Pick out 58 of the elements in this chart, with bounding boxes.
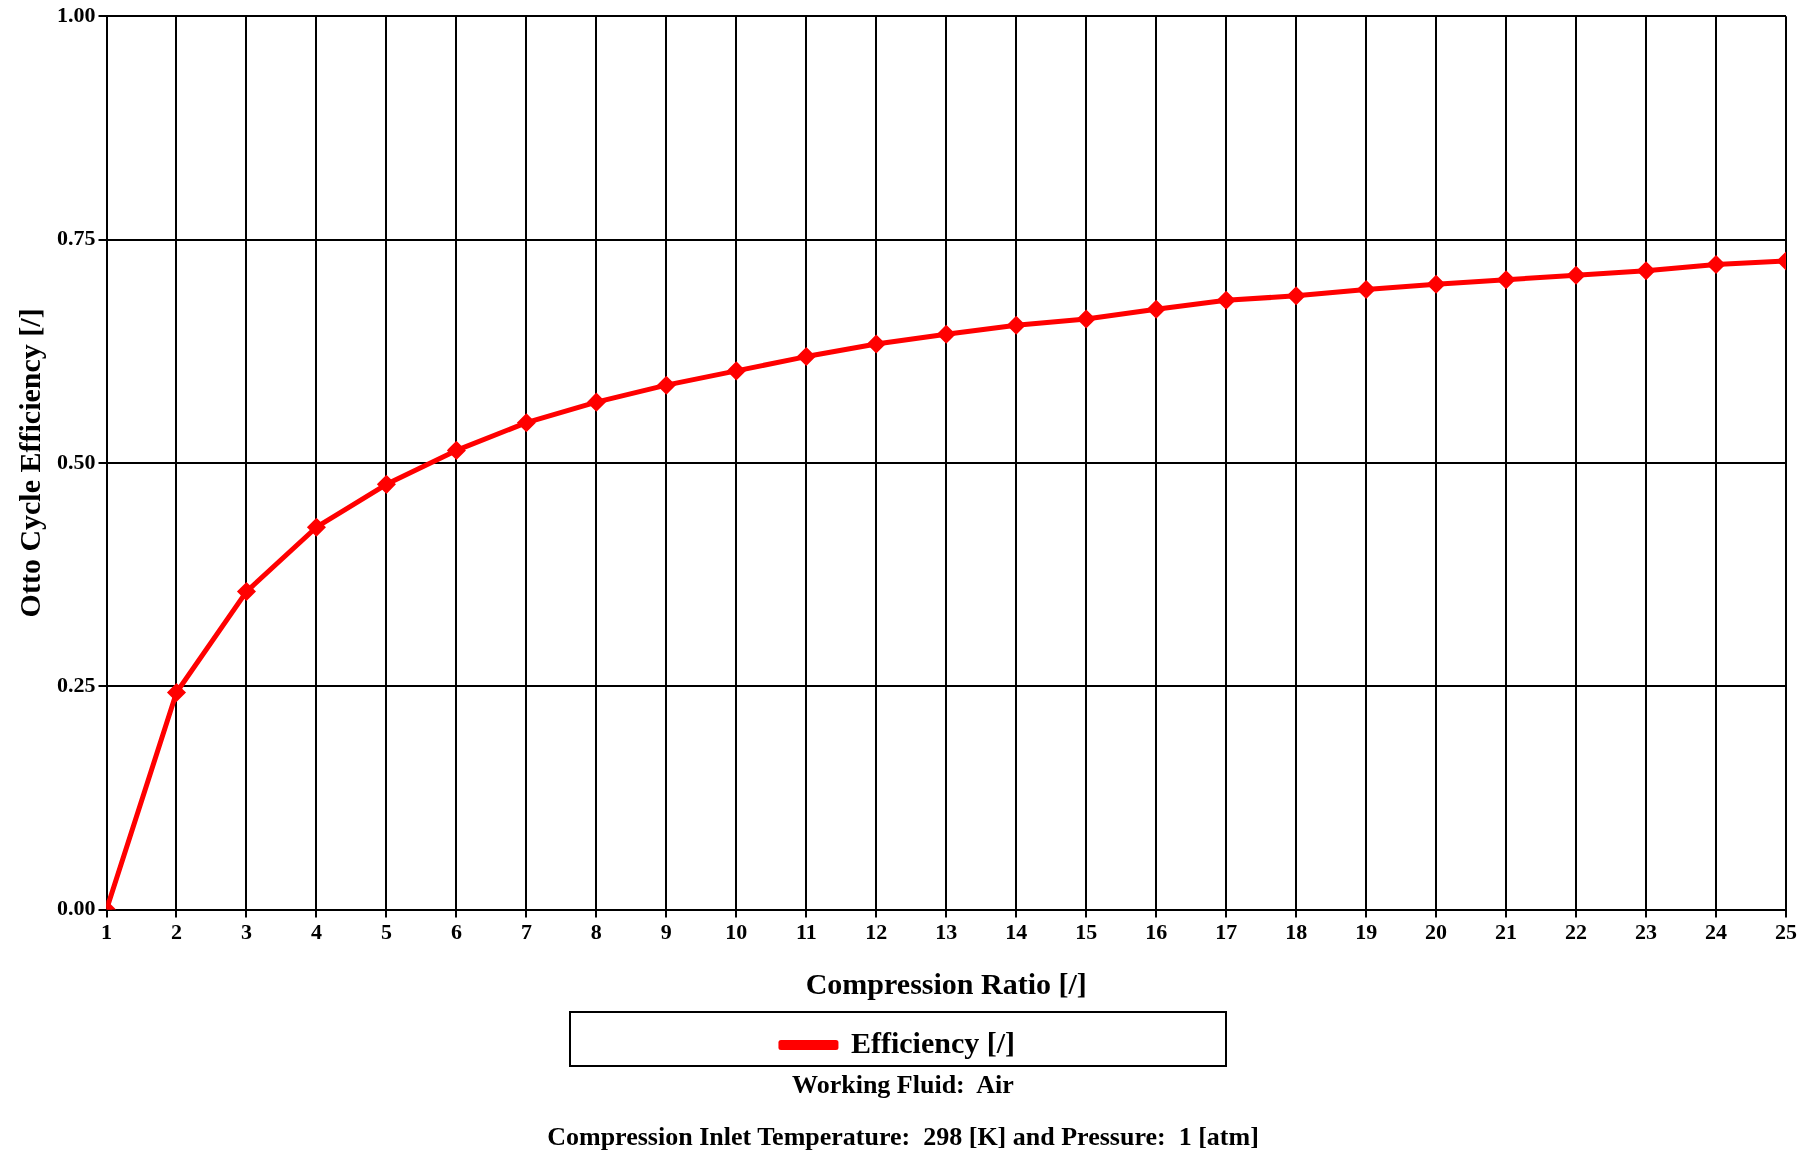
x-tick-label: 20 (1425, 919, 1448, 945)
point (1007, 316, 1025, 334)
x-tick-label: 4 (310, 919, 322, 945)
point (1707, 256, 1725, 274)
point (1357, 281, 1375, 299)
x-tick-label: 9 (660, 919, 672, 945)
x-tick-label: 16 (1145, 919, 1168, 945)
point (1427, 275, 1445, 293)
point (237, 583, 255, 601)
point (1497, 271, 1515, 289)
x-axis-title: Compression Ratio [/] (805, 966, 1087, 1000)
x-tick-label: 11 (795, 919, 817, 945)
x-tick-label: 21 (1495, 919, 1518, 945)
x-tick-label: 2 (170, 919, 182, 945)
x-tick-label: 13 (935, 919, 958, 945)
y-tick-label: 0.75 (57, 225, 96, 251)
point (1637, 262, 1655, 280)
x-tick-label: 15 (1075, 919, 1098, 945)
point (657, 376, 675, 394)
y-tick-label: 1.00 (57, 1, 96, 27)
x-tick-label: 14 (1005, 919, 1028, 945)
x-tick-label: 18 (1285, 919, 1308, 945)
x-tick-label: 5 (380, 919, 392, 945)
point (867, 335, 885, 353)
x-tick-label: 25 (1775, 919, 1797, 945)
x-tick-label: 22 (1565, 919, 1588, 945)
x-tick-label: 17 (1215, 919, 1238, 945)
point (1077, 310, 1095, 328)
text: Working Fluid: Air (791, 1070, 1015, 1100)
point (1217, 291, 1235, 309)
x-tick-label: 1 (101, 919, 112, 945)
point (797, 348, 815, 366)
point (1567, 266, 1585, 284)
text: Compression Inlet Temperature: 298 [K] and Pressure: 1 [atm] (546, 1122, 1260, 1152)
point (377, 475, 395, 493)
point (727, 362, 745, 380)
x-tick-label: 7 (520, 919, 532, 945)
x-tick-label: 12 (865, 919, 888, 945)
x-tick-label: 8 (590, 919, 602, 945)
point (447, 441, 465, 459)
point (587, 393, 605, 411)
x-tick-label: 10 (725, 919, 748, 945)
x-tick-label: 24 (1705, 919, 1728, 945)
y-tick-label: 0.50 (57, 448, 96, 474)
point (307, 518, 325, 536)
legend-label: Efficiency [/] (850, 1025, 1016, 1059)
x-tick-label: 19 (1355, 919, 1378, 945)
y-axis-title: Otto Cycle Efficiency [/] (12, 308, 46, 618)
point (1287, 287, 1305, 305)
x-tick-label: 3 (240, 919, 252, 945)
point (167, 684, 185, 701)
point (1147, 300, 1165, 318)
x-tick-label: 6 (450, 919, 462, 945)
point (517, 414, 535, 432)
y-tick-label: 0.00 (57, 895, 96, 921)
y-tick-label: 0.25 (57, 671, 96, 697)
point (937, 325, 955, 343)
x-tick-label: 23 (1635, 919, 1658, 945)
